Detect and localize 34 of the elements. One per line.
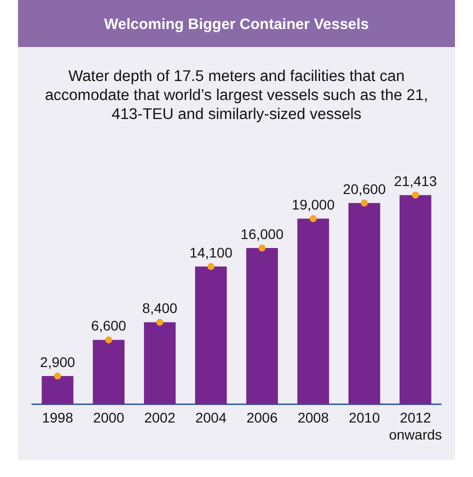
chart-subtitle: Water depth of 17.5 meters and facilities that can accomodate that world’s largest vessels such as the 21, 413-TEU and similarly-sized vessels bbox=[44, 67, 430, 124]
bar bbox=[246, 248, 278, 404]
point bbox=[207, 263, 214, 270]
x-tick-label: 2006 bbox=[246, 410, 278, 426]
data-label: 16,000 bbox=[240, 226, 284, 242]
x-tick-label: 2008 bbox=[298, 410, 329, 426]
bar bbox=[195, 266, 227, 404]
point bbox=[310, 215, 317, 222]
x-tick-label: 2012 onwards bbox=[388, 410, 442, 442]
x-tick-label: 2004 bbox=[195, 410, 227, 426]
bar bbox=[400, 195, 432, 404]
data-label: 20,600 bbox=[342, 180, 386, 197]
point bbox=[360, 200, 368, 207]
point bbox=[54, 372, 62, 380]
point bbox=[412, 192, 419, 199]
data-label: 6,600 bbox=[91, 318, 126, 334]
data-label: 19,000 bbox=[292, 196, 335, 213]
x-tick-label: 1998 bbox=[42, 410, 74, 426]
x-tick-label: 2000 bbox=[93, 410, 124, 426]
data-label: 8,400 bbox=[142, 300, 178, 316]
point bbox=[156, 318, 164, 326]
bar bbox=[144, 322, 176, 404]
point bbox=[258, 244, 266, 252]
x-tick-label: 2002 bbox=[144, 410, 176, 426]
x-tick-label: 2010 bbox=[348, 410, 380, 426]
chart-title: Welcoming Bigger Container Vessels bbox=[18, 0, 455, 47]
point bbox=[105, 336, 112, 344]
data-label: 2,900 bbox=[40, 354, 76, 370]
bar bbox=[42, 376, 74, 404]
bar bbox=[92, 340, 125, 404]
bar bbox=[348, 203, 380, 404]
data-label: 14,100 bbox=[190, 244, 233, 260]
data-label: 21,413 bbox=[394, 172, 438, 189]
bar bbox=[297, 218, 330, 404]
